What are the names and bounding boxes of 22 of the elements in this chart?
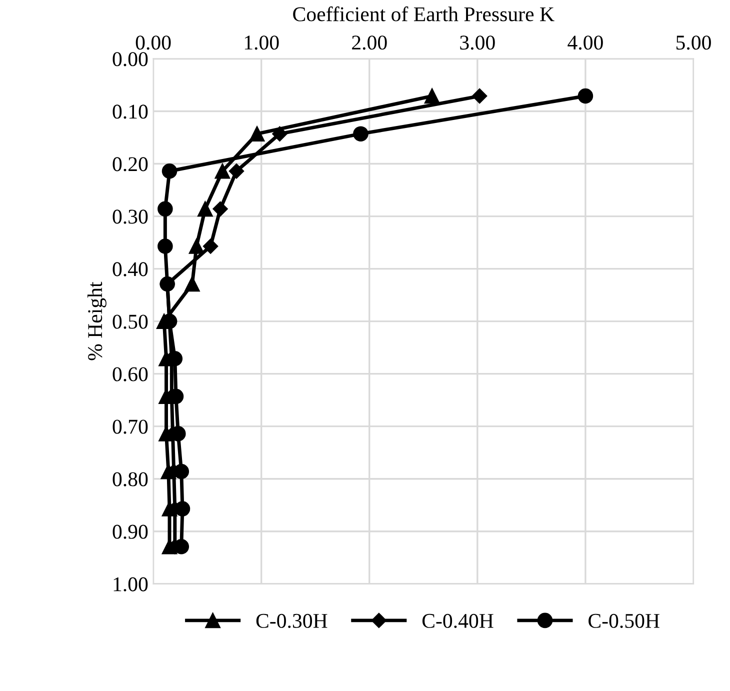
x-tick-label: 2.00 [352, 36, 387, 50]
y-tick-label: 0.20 [112, 157, 148, 172]
legend-label: C-0.30H [256, 614, 328, 628]
y-tick-label: 0.00 [112, 52, 148, 66]
y-tick-label: 0.40 [112, 262, 148, 276]
y-tick-label: 0.80 [112, 472, 148, 486]
y-tick-label: 1.00 [114, 577, 148, 592]
y-tick-label: 0.30 [112, 210, 148, 224]
legend-label: C-0.40H [422, 614, 494, 628]
x-tick-label: 5.00 [676, 36, 711, 50]
x-tick-label: 3.00 [460, 36, 495, 50]
legend-label: C-0.50H [588, 614, 660, 628]
x-tick-label: 0.00 [136, 36, 171, 50]
y-tick-label: 0.60 [112, 367, 148, 382]
y-tick-label: 0.90 [112, 524, 148, 539]
x-tick-label: 1.00 [244, 36, 279, 50]
y-tick-label: 0.50 [112, 314, 148, 329]
y-tick-label: 0.70 [112, 420, 148, 434]
y-tick-label: 0.10 [112, 104, 148, 119]
x-tick-label: 4.00 [568, 36, 603, 50]
x-axis-title: Coefficient of Earth Pressure K [293, 6, 554, 22]
y-axis-title: % Height [87, 282, 106, 360]
